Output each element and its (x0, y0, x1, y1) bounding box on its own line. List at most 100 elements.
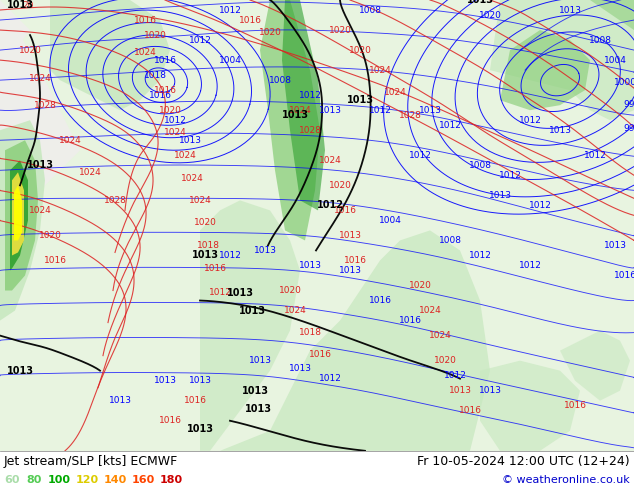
Text: 140: 140 (104, 475, 127, 485)
Text: 1004: 1004 (378, 216, 401, 225)
Text: 1020: 1020 (143, 30, 167, 40)
Text: 1028: 1028 (399, 111, 422, 120)
Text: 1020: 1020 (39, 231, 61, 240)
Text: 1016: 1016 (153, 86, 176, 95)
Text: © weatheronline.co.uk: © weatheronline.co.uk (502, 475, 630, 485)
Text: 1008: 1008 (439, 236, 462, 245)
Text: 1016: 1016 (368, 296, 392, 305)
Text: 1024: 1024 (288, 106, 311, 115)
Text: 1008: 1008 (269, 75, 292, 85)
Text: 1013: 1013 (153, 376, 176, 385)
Text: 1020: 1020 (193, 218, 216, 227)
Text: 1008: 1008 (358, 5, 382, 15)
Text: 1018: 1018 (143, 71, 167, 80)
Text: 1012: 1012 (209, 288, 231, 297)
Text: 1012: 1012 (318, 374, 342, 383)
Text: 1020: 1020 (328, 25, 351, 35)
Polygon shape (0, 120, 45, 320)
Polygon shape (0, 0, 80, 190)
Text: 1020: 1020 (434, 356, 456, 365)
Polygon shape (500, 30, 590, 110)
Text: 1024: 1024 (164, 128, 186, 137)
Polygon shape (220, 230, 490, 451)
Text: 1024: 1024 (283, 306, 306, 315)
Polygon shape (282, 0, 325, 210)
Text: 1012: 1012 (529, 201, 552, 210)
Text: 1024: 1024 (319, 156, 341, 165)
Polygon shape (200, 200, 300, 451)
Text: 1012: 1012 (583, 151, 607, 160)
Polygon shape (0, 0, 30, 70)
Text: 1008: 1008 (469, 161, 491, 170)
Text: 1013: 1013 (6, 366, 34, 376)
Text: 120: 120 (76, 475, 99, 485)
Polygon shape (10, 160, 28, 270)
Polygon shape (14, 185, 22, 241)
Text: 1024: 1024 (29, 74, 51, 83)
Text: 1016: 1016 (238, 16, 261, 24)
Text: 1013: 1013 (548, 126, 571, 135)
Text: 1020: 1020 (408, 281, 432, 290)
Text: 1013: 1013 (559, 5, 581, 15)
Text: 1012: 1012 (469, 251, 491, 260)
Text: 1013: 1013 (188, 376, 212, 385)
Text: 1004: 1004 (219, 55, 242, 65)
Text: 1013: 1013 (186, 424, 214, 434)
Text: 1013: 1013 (245, 404, 271, 414)
Text: 1008: 1008 (588, 36, 612, 45)
Text: 1016: 1016 (309, 350, 332, 359)
Text: 180: 180 (160, 475, 183, 485)
Polygon shape (570, 0, 634, 30)
Text: 1013: 1013 (27, 160, 53, 171)
Text: 1012: 1012 (164, 116, 186, 125)
Text: 1013: 1013 (339, 231, 361, 240)
Text: 1016: 1016 (458, 406, 481, 415)
Text: 1024: 1024 (189, 196, 211, 205)
Polygon shape (50, 0, 170, 110)
Text: 1024: 1024 (418, 306, 441, 315)
Text: 1012: 1012 (498, 171, 521, 180)
Text: 1020: 1020 (479, 10, 501, 20)
Text: 1024: 1024 (429, 331, 451, 340)
Text: 1018: 1018 (197, 241, 219, 250)
Text: 1024: 1024 (79, 168, 101, 177)
Text: 1013: 1013 (238, 306, 266, 316)
Polygon shape (12, 172, 24, 255)
Text: 1013: 1013 (479, 386, 501, 395)
Text: 1012: 1012 (299, 91, 321, 99)
Text: 1024: 1024 (181, 174, 204, 183)
Text: 1016: 1016 (344, 256, 366, 265)
Text: 20: 20 (22, 0, 34, 9)
Text: 1024: 1024 (134, 48, 157, 56)
Text: 1013: 1013 (191, 250, 219, 261)
Text: 1016: 1016 (614, 271, 634, 280)
Text: 1012: 1012 (368, 106, 391, 115)
Text: 1028: 1028 (103, 196, 126, 205)
Text: 1013: 1013 (108, 396, 131, 405)
Text: 1020: 1020 (328, 181, 351, 190)
Text: 1020: 1020 (259, 27, 281, 37)
Text: 1012: 1012 (219, 251, 242, 260)
Text: 1013: 1013 (226, 288, 254, 297)
Text: 1004: 1004 (604, 55, 626, 65)
Text: 1013: 1013 (242, 386, 269, 396)
Text: 1013: 1013 (448, 386, 472, 395)
Polygon shape (5, 140, 38, 291)
Text: 1013: 1013 (254, 246, 276, 255)
Text: 996: 996 (623, 99, 634, 109)
Polygon shape (560, 331, 630, 401)
Text: 1016: 1016 (44, 256, 67, 265)
Text: 1013: 1013 (347, 95, 373, 105)
Text: 80: 80 (26, 475, 41, 485)
Text: 1020: 1020 (158, 106, 181, 115)
Text: 1013: 1013 (339, 266, 361, 275)
Text: 1020: 1020 (278, 286, 301, 295)
Text: 1028: 1028 (299, 126, 321, 135)
Text: 1016: 1016 (183, 396, 207, 405)
Text: 1024: 1024 (174, 151, 197, 160)
Text: 1013: 1013 (281, 110, 309, 120)
Text: 1013: 1013 (179, 136, 202, 145)
Text: 1012: 1012 (316, 200, 344, 210)
Text: Fr 10-05-2024 12:00 UTC (12+24): Fr 10-05-2024 12:00 UTC (12+24) (417, 455, 630, 468)
Text: 1012: 1012 (519, 116, 541, 125)
